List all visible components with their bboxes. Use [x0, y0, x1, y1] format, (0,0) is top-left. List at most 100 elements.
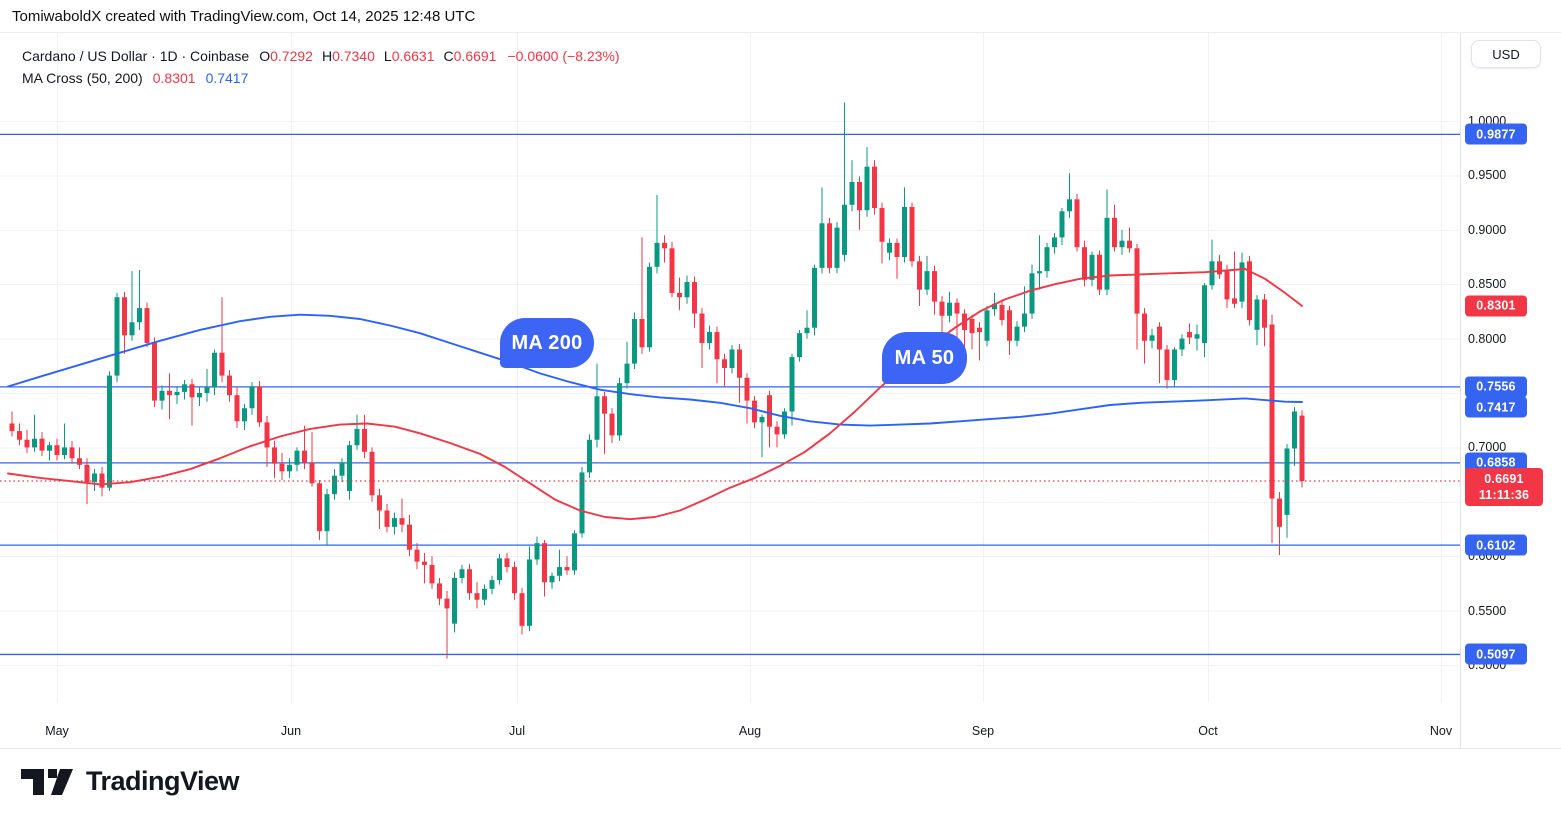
- candle[interactable]: [1104, 189, 1110, 296]
- candle[interactable]: [842, 102, 847, 262]
- candle[interactable]: [804, 310, 810, 339]
- candle[interactable]: [1164, 345, 1170, 389]
- candle[interactable]: [1014, 321, 1020, 347]
- candle[interactable]: [909, 202, 915, 267]
- candle[interactable]: [212, 349, 217, 396]
- candle[interactable]: [977, 322, 982, 361]
- candle[interactable]: [287, 458, 292, 478]
- candle[interactable]: [17, 423, 22, 446]
- candle[interactable]: [744, 373, 750, 424]
- candle[interactable]: [302, 425, 307, 470]
- candle[interactable]: [422, 552, 427, 584]
- candle[interactable]: [54, 438, 60, 461]
- candle[interactable]: [497, 554, 502, 585]
- candle[interactable]: [519, 587, 525, 635]
- candle[interactable]: [782, 408, 787, 439]
- candle[interactable]: [624, 341, 630, 389]
- candle[interactable]: [407, 514, 412, 557]
- candle[interactable]: [227, 370, 232, 402]
- candle[interactable]: [1127, 227, 1132, 253]
- candle[interactable]: [1172, 347, 1177, 387]
- candle[interactable]: [692, 276, 697, 328]
- candle[interactable]: [294, 447, 300, 472]
- candle[interactable]: [1059, 208, 1065, 246]
- candle[interactable]: [369, 447, 375, 502]
- candle[interactable]: [1037, 235, 1042, 290]
- candle[interactable]: [197, 386, 202, 407]
- ma200-line[interactable]: [7, 313, 1303, 427]
- ma50-label-pill[interactable]: MA 50: [882, 332, 967, 384]
- candle[interactable]: [1022, 286, 1027, 333]
- candle[interactable]: [1299, 410, 1305, 488]
- candle[interactable]: [887, 238, 892, 261]
- candle[interactable]: [167, 373, 172, 420]
- candle[interactable]: [639, 237, 645, 354]
- candle[interactable]: [999, 299, 1005, 326]
- candle[interactable]: [377, 488, 382, 529]
- candle[interactable]: [827, 217, 832, 274]
- symbol-title[interactable]: Cardano / US Dollar · 1D · Coinbase: [22, 48, 250, 64]
- candle[interactable]: [527, 546, 532, 632]
- candle[interactable]: [1202, 283, 1207, 358]
- candle[interactable]: [1119, 229, 1125, 255]
- candle[interactable]: [1262, 293, 1267, 347]
- candle[interactable]: [1179, 334, 1185, 357]
- candle[interactable]: [39, 432, 45, 457]
- candle[interactable]: [534, 536, 540, 565]
- candle[interactable]: [242, 403, 247, 430]
- candle[interactable]: [917, 255, 922, 306]
- candle[interactable]: [1029, 264, 1035, 320]
- candle[interactable]: [174, 387, 180, 404]
- candle[interactable]: [1254, 295, 1260, 346]
- candle[interactable]: [1224, 264, 1230, 309]
- candle[interactable]: [572, 530, 577, 575]
- candle[interactable]: [459, 564, 465, 584]
- candle[interactable]: [512, 561, 517, 600]
- candle[interactable]: [47, 441, 52, 461]
- candle[interactable]: [384, 503, 390, 533]
- candle[interactable]: [1209, 239, 1215, 290]
- candle[interactable]: [129, 271, 135, 341]
- candle[interactable]: [557, 549, 562, 582]
- candle[interactable]: [617, 377, 622, 441]
- candle[interactable]: [752, 396, 757, 428]
- candle[interactable]: [872, 160, 877, 215]
- candle[interactable]: [489, 575, 495, 595]
- candle[interactable]: [1232, 251, 1237, 309]
- candle[interactable]: [474, 582, 480, 609]
- candle[interactable]: [819, 187, 825, 274]
- candle[interactable]: [437, 577, 442, 606]
- candle[interactable]: [864, 147, 870, 217]
- candle[interactable]: [1044, 242, 1050, 278]
- candle[interactable]: [92, 469, 97, 491]
- candle[interactable]: [1217, 254, 1222, 279]
- candle[interactable]: [1284, 444, 1290, 538]
- candle[interactable]: [429, 556, 435, 589]
- candle[interactable]: [317, 480, 322, 540]
- indicator-name[interactable]: MA Cross: [22, 70, 83, 86]
- candle[interactable]: [362, 414, 367, 459]
- candle[interactable]: [504, 552, 510, 573]
- candle[interactable]: [62, 423, 67, 460]
- candle[interactable]: [857, 176, 862, 230]
- candle[interactable]: [1082, 240, 1087, 287]
- tradingview-logo[interactable]: TradingView: [21, 766, 240, 797]
- candle[interactable]: [609, 408, 615, 444]
- candle[interactable]: [137, 270, 142, 330]
- candle[interactable]: [542, 539, 547, 597]
- candle[interactable]: [1007, 305, 1012, 355]
- candle[interactable]: [849, 160, 855, 212]
- candle[interactable]: [729, 345, 735, 374]
- candle[interactable]: [549, 572, 555, 589]
- candle[interactable]: [249, 382, 255, 415]
- candle[interactable]: [444, 591, 450, 659]
- candle[interactable]: [339, 458, 345, 483]
- candle[interactable]: [969, 314, 975, 350]
- candle[interactable]: [482, 584, 487, 606]
- candle[interactable]: [714, 326, 720, 384]
- candle[interactable]: [182, 379, 187, 400]
- candle[interactable]: [204, 369, 210, 402]
- ma50-line[interactable]: [7, 268, 1303, 521]
- candle[interactable]: [662, 235, 667, 263]
